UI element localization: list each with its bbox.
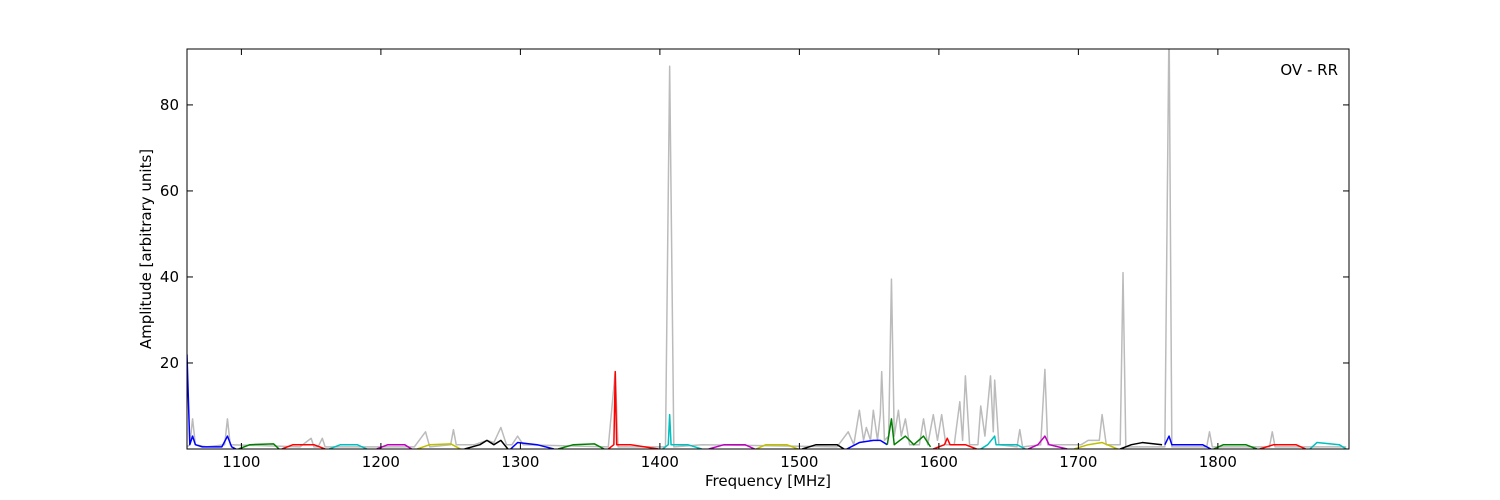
- x-tick-label: 1600: [920, 453, 958, 471]
- x-tick-label: 1400: [641, 453, 679, 471]
- x-tick-label: 1700: [1059, 453, 1097, 471]
- spectrum-line: [187, 354, 237, 449]
- spectrum-line: [281, 443, 326, 449]
- x-axis-label: Frequency [MHz]: [705, 472, 831, 490]
- spectrum-line: [238, 443, 280, 449]
- spectrum-line: [416, 443, 461, 449]
- spectrum-line: [846, 439, 888, 449]
- axes-frame: [186, 48, 1350, 450]
- spectrum-line: [1259, 443, 1307, 449]
- spectrum-line: [755, 443, 799, 449]
- spectrum-line: [1119, 441, 1163, 449]
- spectrum-line: [1027, 435, 1068, 449]
- x-tick-label: 1300: [501, 453, 539, 471]
- spectrum-line: [607, 370, 659, 449]
- x-tick-label: 1200: [362, 453, 400, 471]
- spectrum-line: [557, 443, 605, 449]
- spectrum-line: [1213, 443, 1258, 449]
- y-tick-label: 40: [160, 268, 179, 286]
- x-tick-label: 1800: [1199, 453, 1237, 471]
- spectrum-line: [376, 443, 412, 449]
- spectrum-line: [886, 418, 932, 448]
- spectrum-line: [662, 413, 702, 449]
- annotation: OV - RR: [1280, 61, 1338, 79]
- spectrum-line: [329, 443, 368, 449]
- spectrum-line: [801, 443, 845, 449]
- spectrum-line: [1309, 441, 1347, 449]
- y-axis-label: Amplitude [arbitrary units]: [137, 149, 155, 349]
- x-tick-label: 1500: [780, 453, 818, 471]
- spectrum-line: [1073, 441, 1118, 449]
- y-tick-label: 20: [160, 354, 179, 372]
- spectrum-line: [1164, 435, 1212, 449]
- spectrum-line: [933, 437, 977, 449]
- spectrum-line: [708, 443, 756, 449]
- x-tick-label: 1100: [222, 453, 260, 471]
- spectrum-line: [187, 49, 1347, 448]
- plot-area: [187, 49, 1347, 449]
- spectrum-line: [464, 439, 509, 449]
- spectrum-line: [510, 441, 555, 449]
- y-tick-label: 60: [160, 182, 179, 200]
- y-tick-label: 80: [160, 96, 179, 114]
- spectrum-line: [980, 435, 1026, 449]
